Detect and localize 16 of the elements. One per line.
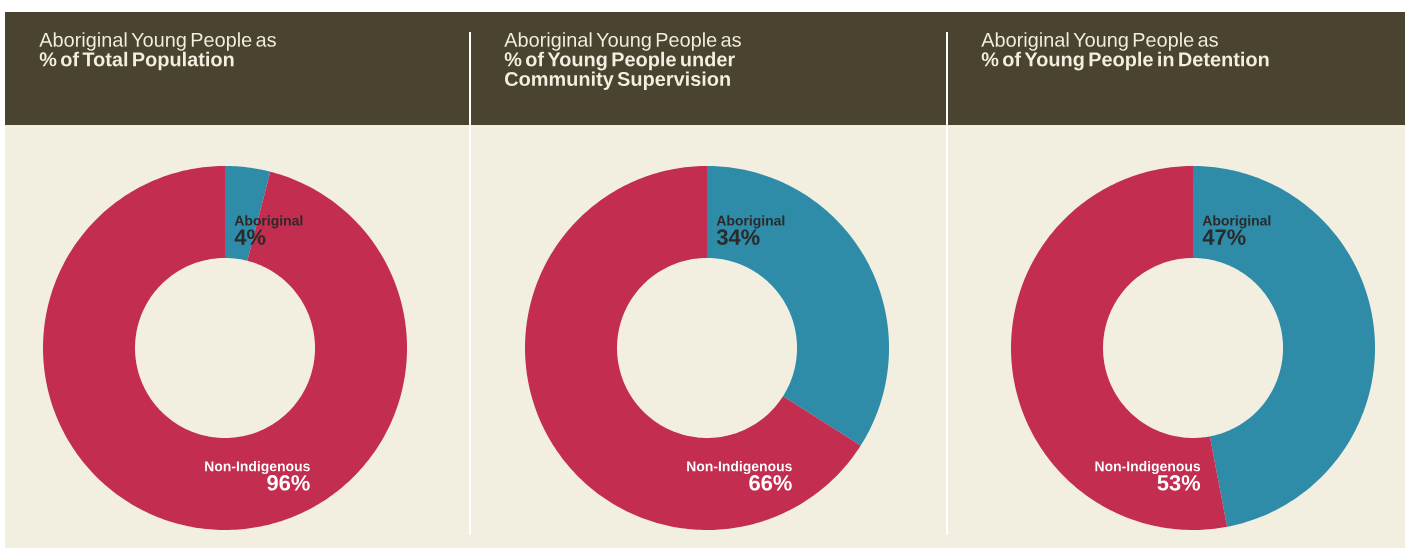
data-label: 34% (716, 229, 760, 245)
data-label: 47% (1202, 229, 1246, 245)
slice-label: Aboriginal (1202, 215, 1271, 229)
slice-label: Aboriginal (716, 215, 785, 229)
slice-label: Non-Indigenous (205, 461, 310, 475)
data-label: 53% (1157, 475, 1201, 491)
chart-subtitle: % of Total Population (39, 51, 234, 71)
chart-title: Aboriginal Young People as (981, 32, 1218, 51)
data-label: 66% (749, 475, 792, 491)
slice-label: Non-Indigenous (1095, 461, 1201, 475)
chart-title: Aboriginal Young People as (39, 32, 276, 51)
chart-subtitle: % of Young People under Community Supervision (504, 51, 735, 90)
data-label: 96% (267, 475, 310, 491)
chart-subtitle: % of Young People in Detention (981, 51, 1269, 71)
chart-title: Aboriginal Young People as (504, 32, 741, 51)
slice-label: Non-Indigenous (687, 461, 792, 475)
